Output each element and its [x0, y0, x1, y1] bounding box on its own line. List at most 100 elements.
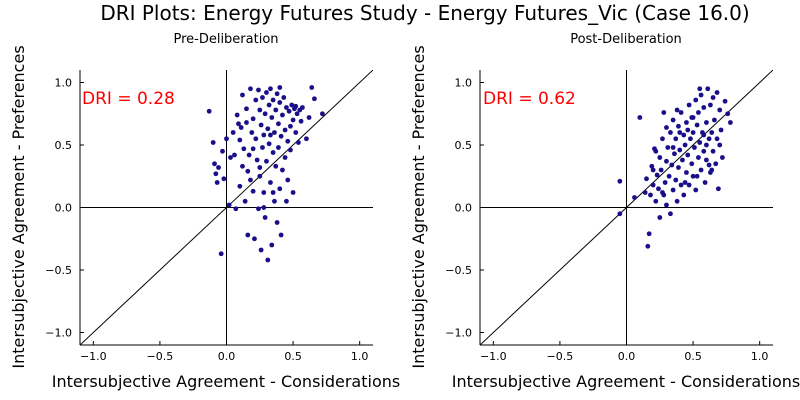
data-point: [697, 86, 703, 92]
data-point: [674, 107, 680, 113]
data-point: [278, 232, 284, 238]
data-point: [213, 171, 219, 177]
data-point: [272, 130, 277, 135]
data-point: [680, 157, 685, 163]
data-point: [710, 95, 716, 100]
x-tick-label: 0.0: [218, 350, 236, 363]
figure-title: DRI Plots: Energy Futures Study - Energy…: [100, 1, 749, 25]
data-point: [661, 110, 667, 115]
data-point: [253, 136, 259, 142]
data-point: [250, 146, 256, 152]
data-point: [282, 155, 288, 160]
data-point: [658, 167, 664, 173]
data-point: [254, 157, 260, 163]
data-point: [673, 177, 679, 183]
data-point: [617, 178, 623, 184]
data-point: [704, 120, 709, 125]
data-point: [270, 97, 276, 103]
data-point: [281, 95, 287, 100]
y-tick-label: 0.5: [455, 139, 473, 152]
data-point: [260, 145, 265, 150]
y-tick-label: −1.0: [45, 327, 72, 340]
data-point: [244, 106, 249, 112]
data-point: [241, 146, 247, 152]
y-tick-label: 1.0: [455, 77, 473, 90]
data-point: [216, 165, 221, 170]
data-point: [256, 206, 261, 212]
data-point: [262, 215, 268, 220]
data-point: [664, 202, 669, 208]
data-point: [280, 112, 285, 118]
panel-title: Pre-Deliberation: [173, 32, 278, 47]
data-point: [237, 183, 243, 189]
reference-line-diagonal: [80, 70, 373, 345]
data-point: [722, 98, 728, 104]
data-point: [260, 95, 265, 100]
data-point: [269, 115, 275, 120]
data-point: [257, 173, 263, 179]
x-tick-label: −0.5: [147, 350, 174, 363]
x-tick-label: 1.0: [751, 350, 769, 363]
plot-area: −1.0 −1.0 −0.5 −0.5 0.0 0.0 0.5 0.5 1.0 1.0: [445, 70, 773, 363]
data-point: [238, 125, 244, 130]
data-point: [654, 172, 660, 178]
dri-annotation: DRI = 0.62: [483, 89, 576, 109]
data-point: [248, 86, 253, 92]
data-point: [673, 136, 679, 142]
data-point: [676, 165, 681, 170]
data-point: [277, 85, 283, 90]
data-point: [230, 130, 236, 135]
data-point: [261, 132, 267, 138]
data-point: [666, 173, 672, 179]
data-point: [694, 173, 700, 179]
data-point: [702, 180, 708, 185]
data-point: [288, 123, 293, 129]
data-point: [645, 243, 651, 249]
data-point: [210, 140, 216, 145]
data-point: [696, 155, 701, 160]
data-point: [664, 125, 669, 130]
data-point: [274, 220, 280, 225]
data-point: [253, 97, 259, 103]
data-point: [278, 133, 284, 139]
data-point: [648, 192, 653, 198]
data-point: [662, 180, 668, 185]
data-point: [637, 115, 643, 120]
data-point: [252, 236, 257, 242]
data-point: [312, 96, 317, 102]
panel-title: Post-Deliberation: [570, 32, 682, 47]
y-tick-label: 0.0: [55, 202, 73, 215]
data-point: [681, 192, 687, 198]
data-point: [690, 173, 696, 179]
data-point: [660, 136, 665, 142]
data-point: [706, 136, 712, 142]
data-point: [688, 136, 693, 142]
data-point: [273, 163, 279, 169]
x-tick-label: 0.5: [684, 350, 702, 363]
data-point: [712, 117, 717, 123]
data-point: [653, 198, 659, 204]
y-tick-label: 0.5: [55, 139, 73, 152]
data-point: [233, 206, 239, 212]
data-point: [717, 142, 723, 148]
data-point: [705, 86, 711, 92]
data-point: [693, 97, 699, 103]
data-point: [264, 90, 269, 95]
y-tick-label: −0.5: [445, 264, 472, 277]
data-point: [261, 190, 267, 195]
data-point: [704, 142, 709, 148]
data-point: [646, 231, 652, 237]
data-point: [228, 155, 233, 160]
data-point: [286, 108, 292, 114]
data-point: [298, 118, 304, 124]
data-point: [300, 105, 305, 110]
data-point: [282, 127, 288, 133]
data-point: [232, 152, 237, 158]
data-point: [218, 251, 224, 257]
data-point: [693, 187, 699, 193]
x-tick-label: −1.0: [480, 350, 507, 363]
data-point: [220, 148, 225, 154]
data-point: [664, 158, 669, 164]
data-point: [692, 145, 697, 150]
data-point: [258, 247, 264, 253]
